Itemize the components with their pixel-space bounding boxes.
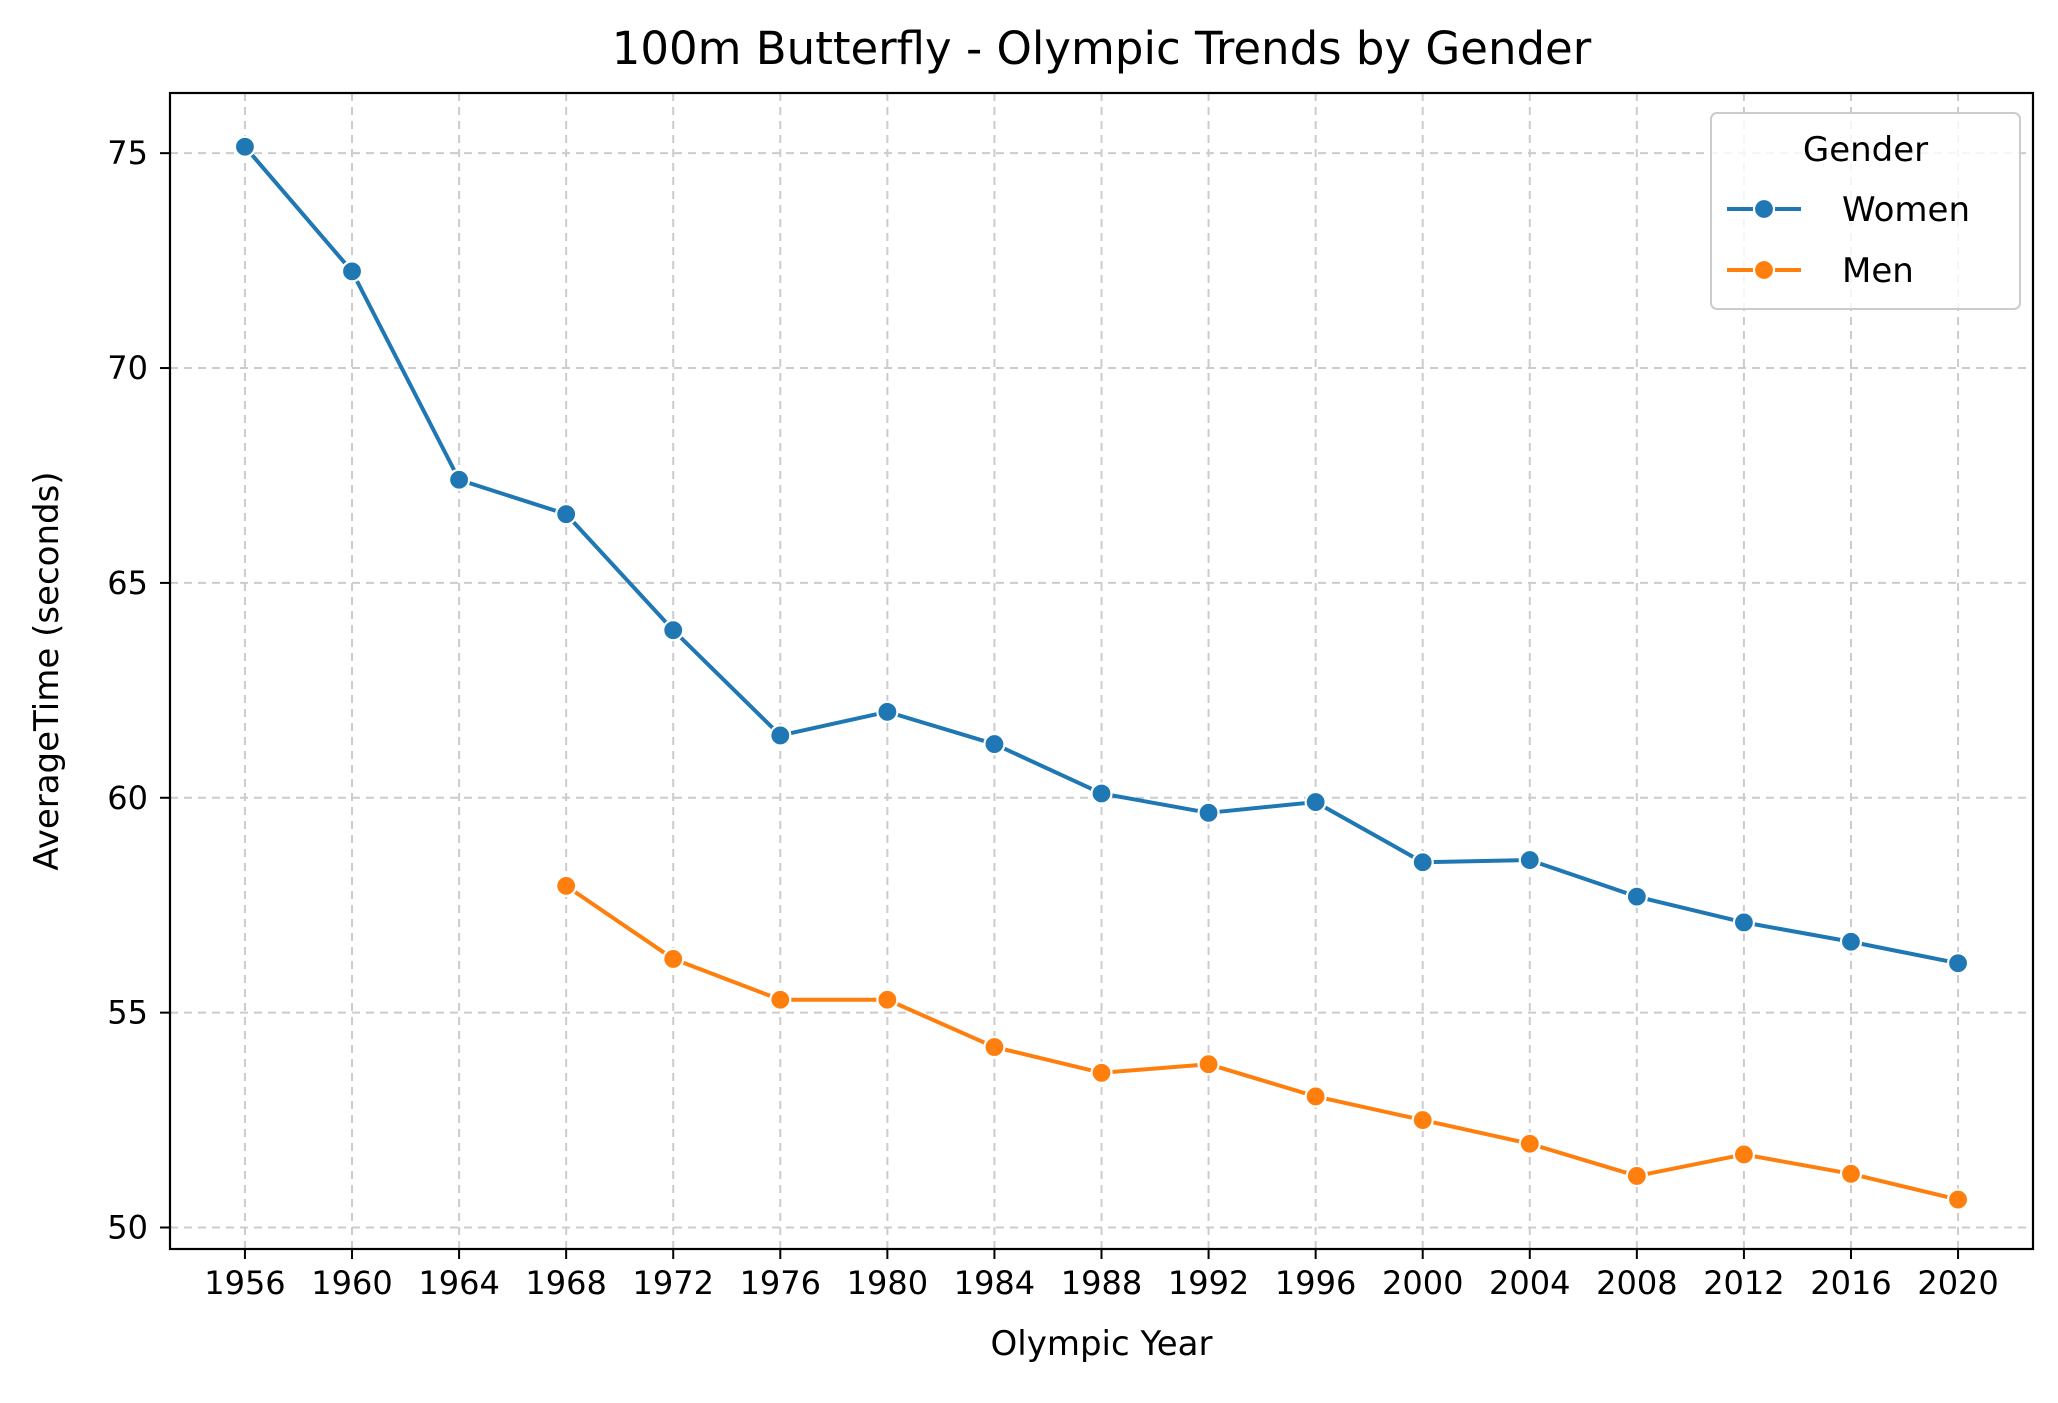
- legend: Gender Women Men: [1710, 112, 2021, 310]
- x-tick-label: 1968: [525, 1264, 606, 1302]
- legend-marker-women: [1752, 197, 1776, 221]
- data-point-women: [555, 503, 578, 526]
- data-point-men: [1090, 1061, 1113, 1084]
- x-tick-label: 1956: [204, 1264, 285, 1302]
- data-point-men: [1946, 1188, 1970, 1211]
- data-point-men: [983, 1035, 1006, 1059]
- grid-lines: [170, 93, 2033, 1249]
- y-tick-label: 55: [107, 994, 148, 1032]
- legend-marker-men: [1752, 258, 1776, 282]
- x-tick-label: 1988: [1061, 1264, 1142, 1302]
- data-point-women: [1732, 911, 1756, 934]
- data-point-men: [1732, 1143, 1756, 1166]
- x-axis-label: Olympic Year: [991, 1324, 1213, 1364]
- legend-box: [1710, 112, 2021, 310]
- legend-label-men: Men: [1842, 251, 1914, 291]
- data-point-women: [1197, 801, 1220, 824]
- data-point-women: [769, 724, 792, 747]
- x-tick-label: 2000: [1382, 1264, 1463, 1302]
- data-point-women: [447, 468, 471, 491]
- data-point-women: [876, 700, 899, 723]
- data-point-women: [1411, 851, 1434, 874]
- data-point-women: [1304, 790, 1327, 814]
- data-point-men: [1839, 1162, 1863, 1185]
- data-point-women: [340, 260, 364, 283]
- data-point-women: [1839, 930, 1863, 953]
- y-tick-label: 50: [107, 1209, 148, 1247]
- x-tick-label: 2008: [1596, 1264, 1677, 1302]
- data-point-men: [769, 988, 792, 1011]
- axis-ticks: 1956 1960 1964 1968 1972 1976 1980 1984 1988 1992…: [107, 134, 1998, 1302]
- data-point-women: [662, 619, 685, 642]
- x-tick-label: 2016: [1810, 1264, 1891, 1302]
- data-point-women: [233, 135, 257, 158]
- data-point-women: [1090, 782, 1113, 805]
- chart-title: 100m Butterfly - Olympic Trends by Gende…: [612, 22, 1592, 75]
- x-tick-label: 1976: [740, 1264, 821, 1302]
- data-point-women: [983, 732, 1006, 756]
- series-line-men: [565, 884, 1959, 1202]
- x-tick-label: 1972: [633, 1264, 714, 1302]
- y-tick-label: 65: [107, 564, 148, 602]
- x-tick-label: 1964: [418, 1264, 499, 1302]
- series-layer: [233, 135, 1970, 1211]
- x-tick-label: 1996: [1275, 1264, 1356, 1302]
- y-tick-label: 70: [107, 349, 148, 387]
- data-point-women: [1946, 952, 1970, 975]
- data-point-men: [662, 947, 685, 971]
- x-tick-label: 1980: [847, 1264, 928, 1302]
- data-point-men: [876, 988, 899, 1011]
- x-tick-label: 1984: [954, 1264, 1035, 1302]
- y-axis-label: AverageTime (seconds): [27, 471, 67, 870]
- data-point-men: [1304, 1085, 1327, 1108]
- legend-items: Women Men: [1727, 190, 1970, 291]
- y-tick-label: 75: [107, 134, 148, 172]
- x-tick-label: 2020: [1917, 1264, 1998, 1302]
- data-point-men: [1411, 1108, 1434, 1132]
- data-point-women: [1625, 885, 1648, 908]
- data-point-women: [1518, 848, 1541, 872]
- data-point-men: [1518, 1132, 1541, 1155]
- x-tick-label: 1992: [1168, 1264, 1249, 1302]
- data-point-men: [1625, 1164, 1648, 1188]
- data-point-men: [555, 874, 578, 897]
- legend-label-women: Women: [1842, 190, 1970, 230]
- data-point-men: [1197, 1053, 1220, 1076]
- legend-title: Gender: [1803, 130, 1928, 170]
- x-tick-label: 1960: [311, 1264, 392, 1302]
- x-tick-label: 2004: [1489, 1264, 1570, 1302]
- x-tick-label: 2012: [1703, 1264, 1784, 1302]
- y-tick-label: 60: [107, 779, 148, 817]
